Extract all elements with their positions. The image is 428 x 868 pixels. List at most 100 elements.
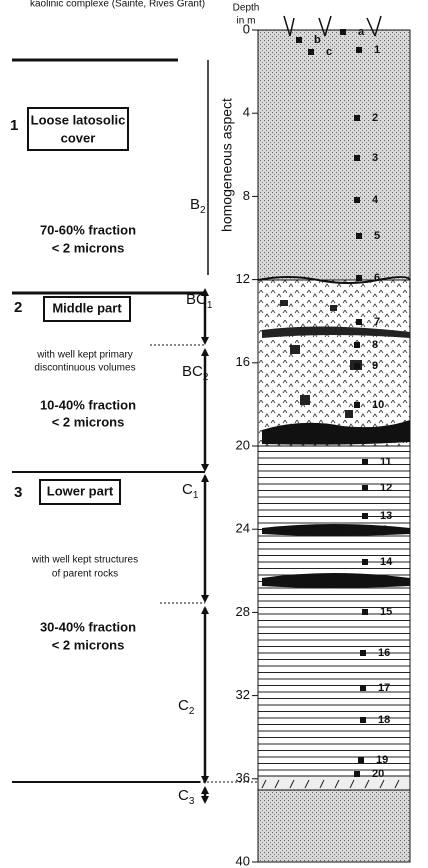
zone-name: Loose latosolic [31,112,126,127]
sample-label: 14 [380,556,393,568]
microns: < 2 microns [52,414,125,429]
depth-tick-label: 32 [236,687,250,702]
depth-tick-label: 28 [236,604,250,619]
fraction: 30-40% fraction [40,619,136,634]
sample-label: 16 [378,647,390,659]
soil-profile: kaolinic complexe (Sainte, Rives Grant) … [0,0,428,868]
sample-marker [354,115,360,121]
depth-tick-label: 36 [236,770,250,785]
sample-marker [354,363,360,369]
sample-label: 13 [380,510,392,522]
zone-number: 2 [14,299,22,316]
horizon-sub: 2 [189,706,195,717]
sample-label: 13a [376,524,395,536]
horizon-sub: 2 [203,372,209,383]
sample-label: 9 [372,360,378,372]
horizon-label: C3 [178,787,195,807]
sample-marker [356,275,362,281]
horizon-label: C1 [182,481,199,501]
sample-marker [354,342,360,348]
header-fragment: kaolinic complexe (Sainte, Rives Grant) [30,0,205,10]
sample-marker [358,757,364,763]
horizon-main: B [190,196,200,213]
horizon-label: C2 [178,697,195,717]
sample-label: 12 [380,482,392,494]
sample-label: 6 [374,272,380,284]
horizon-label: B2 [190,196,206,216]
depth-tick-label: 12 [236,271,250,286]
sample-marker [296,37,302,43]
zone-name: cover [61,130,96,145]
zone-note: discontinuous volumes [34,363,135,374]
sample-marker [360,717,366,723]
sample-label: 8 [372,339,378,351]
sample-marker [308,49,314,55]
sample-marker [356,319,362,325]
sample-marker [354,771,360,777]
column [258,16,410,862]
horizon-sub: 1 [207,300,213,311]
sample-marker [354,402,360,408]
sample-label: 3 [372,152,378,164]
depth-label: Depth [233,3,260,14]
sample-marker [362,485,368,491]
depth-tick-label: 20 [236,437,250,452]
horizon-sub: 3 [189,796,195,807]
horizon-sub: 2 [200,205,206,216]
depth-tick-label: 40 [236,853,250,868]
sample-label: 18 [378,714,390,726]
zone-name: Lower part [47,483,114,498]
sample-marker [358,527,364,533]
horizon-label: BC1 [186,291,213,311]
sample-marker [354,155,360,161]
sample-marker [360,650,366,656]
sample-marker [356,47,362,53]
sample-marker [356,233,362,239]
sample-label: 7 [374,316,380,328]
sample-marker [362,513,368,519]
sample-label: 17 [378,682,390,694]
sample-marker [360,685,366,691]
sample-label: c [326,46,332,58]
sample-marker [362,459,368,465]
fraction: 10-40% fraction [40,397,136,412]
sample-marker [364,579,370,585]
microns: < 2 microns [52,637,125,652]
sample-label: 2 [372,112,378,124]
sample-marker [340,29,346,35]
zone-number: 3 [14,484,22,501]
sample-label: 4 [372,194,379,206]
depth-tick-label: 0 [243,21,250,36]
sample-marker [362,559,368,565]
horizon-main: C [178,697,189,714]
zone-note: with well kept structures [31,555,138,566]
side-label: homogeneous aspect [219,98,235,232]
fraction: 70-60% fraction [40,222,136,237]
sample-marker [354,197,360,203]
zone-number: 1 [10,117,18,134]
sample-label: 11 [380,456,392,468]
horizon-main: C [182,481,193,498]
sample-label: 19 [376,754,388,766]
depth-tick-label: 4 [243,105,250,120]
sample-label: 10 [372,399,384,411]
zone-note: with well kept primary [36,350,133,361]
zone-note: of parent rocks [52,569,118,580]
sample-label: 20 [372,768,384,780]
sample-label: 5 [374,230,380,242]
horizon-sub: 1 [193,490,199,501]
depth-tick-label: 24 [236,521,250,536]
horizon-main: C [178,787,189,804]
sample-label: a [358,26,365,38]
sample-label: 15 [380,606,392,618]
sample-marker [362,609,368,615]
zone-name: Middle part [52,300,122,315]
depth-tick-label: 8 [243,188,250,203]
sample-label: b [314,34,321,46]
sample-label: 1 [374,44,380,56]
horizon-main: BC [186,291,207,308]
microns: < 2 microns [52,240,125,255]
depth-tick-label: 16 [236,354,250,369]
sample-label: 14a [382,576,401,588]
horizon-main: BC [182,363,203,380]
